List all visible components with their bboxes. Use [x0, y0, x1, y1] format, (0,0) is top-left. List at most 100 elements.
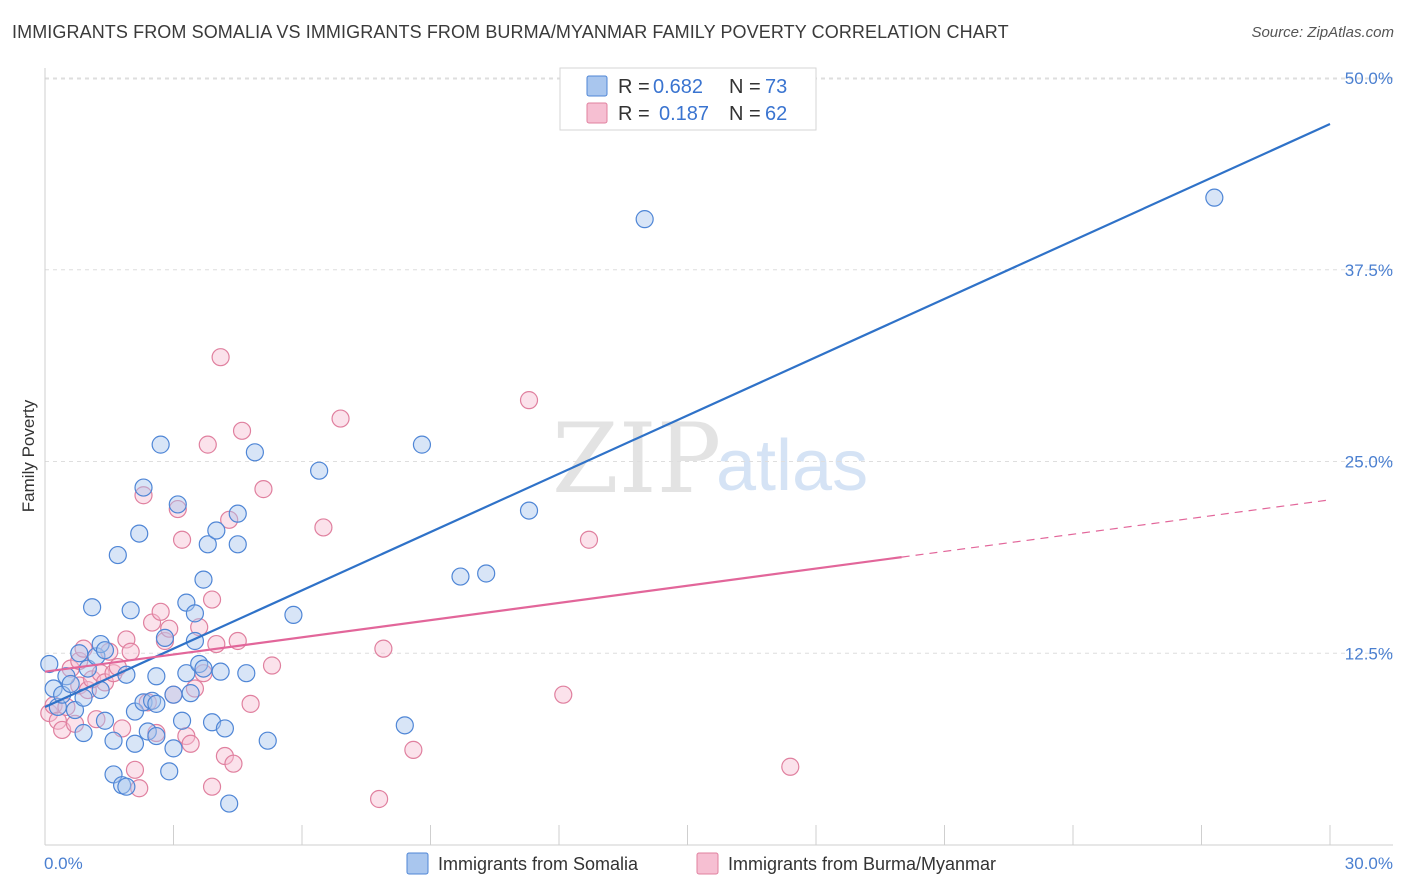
axes: [44, 68, 1393, 846]
somalia-point-31: [147, 726, 166, 746]
somalia-trend-line: [44, 123, 1331, 708]
x-tick-label-30: 30.0%: [1345, 854, 1393, 873]
legend-n-value-burma: 62: [765, 103, 787, 125]
burma-point-54: [374, 639, 393, 658]
burma-point-18: [112, 719, 132, 738]
y-tick-label-3: 50.0%: [1345, 69, 1393, 88]
legend-n-value-somalia: 73: [765, 76, 787, 98]
somalia-point-34: [151, 435, 170, 454]
y-tick-label-2: 37.5%: [1345, 261, 1393, 280]
burma-point-32: [172, 530, 192, 549]
somalia-point-0: [40, 654, 59, 674]
trend-lines: [44, 123, 1331, 708]
legend-swatch-burma: [586, 102, 608, 124]
somalia-point-11: [83, 598, 102, 617]
burma-point-51: [314, 518, 333, 537]
somalia-point-37: [164, 739, 183, 758]
somalia-point-36: [160, 762, 179, 781]
burma-point-47: [232, 421, 252, 440]
legend-n-label-burma: N =: [729, 103, 761, 125]
burma-point-56: [519, 391, 539, 410]
legend-n-label-somalia: N =: [729, 76, 761, 98]
somalia-point-48: [194, 570, 213, 589]
somalia-point-55: [228, 535, 247, 554]
burma-point-23: [134, 486, 153, 505]
somalia-point-38: [164, 685, 183, 704]
chart-title: IMMIGRANTS FROM SOMALIA VS IMMIGRANTS FR…: [12, 22, 1009, 42]
somalia-point-43: [181, 684, 200, 703]
burma-point-27: [151, 602, 170, 621]
bottom-legend-swatch-burma: [696, 852, 719, 875]
somalia-point-57: [237, 664, 256, 683]
burma-point-49: [254, 480, 273, 499]
burma-point-34: [181, 734, 200, 753]
burma-point-58: [579, 530, 599, 549]
burma-point-55: [404, 740, 423, 759]
burma-trend-line: [44, 556, 902, 673]
somalia-point-8: [74, 723, 93, 743]
somalia-point-51: [207, 521, 226, 540]
somalia-point-29: [138, 722, 157, 741]
burma-points: [40, 348, 800, 809]
bottom-legend: Immigrants from Somalia Immigrants from …: [406, 852, 996, 875]
burma-point-42: [211, 348, 230, 367]
burma-point-40: [202, 777, 222, 796]
somalia-point-21: [117, 777, 136, 796]
burma-point-53: [370, 789, 389, 809]
somalia-point-15: [95, 641, 115, 660]
legend-r-value-burma: 0.187: [659, 103, 709, 125]
somalia-point-35: [155, 628, 175, 648]
watermark-atlas: atlas: [716, 426, 868, 506]
somalia-point-47: [194, 659, 213, 678]
y-axis-title: Family Poverty: [19, 399, 38, 512]
legend-r-label-somalia: R =: [618, 76, 650, 98]
somalia-point-61: [310, 461, 329, 480]
watermark: ZIP atlas: [552, 403, 868, 515]
somalia-point-58: [245, 443, 264, 462]
burma-point-52: [331, 409, 350, 428]
somalia-point-40: [172, 711, 192, 730]
somalia-point-63: [412, 435, 432, 454]
somalia-point-62: [395, 716, 414, 735]
somalia-point-25: [125, 734, 145, 753]
somalia-points: [40, 188, 1224, 813]
legend-r-label-burma: R =: [618, 103, 650, 125]
legend-r-value-somalia: 0.682: [653, 76, 703, 98]
somalia-point-22: [117, 665, 136, 684]
burma-point-59: [781, 757, 800, 776]
burma-point-48: [241, 694, 260, 713]
somalia-point-26: [130, 524, 149, 543]
somalia-point-66: [519, 501, 539, 520]
x-tick-label-0: 0.0%: [44, 854, 83, 873]
burma-point-21: [125, 760, 145, 779]
somalia-point-53: [215, 719, 234, 738]
source-credit: Source: ZipAtlas.com: [1251, 24, 1394, 41]
burma-trend-line-extension: [901, 499, 1331, 558]
y-tick-label-1: 25.0%: [1345, 453, 1393, 472]
burma-point-57: [554, 685, 573, 704]
somalia-point-23: [121, 601, 140, 620]
burma-point-45: [224, 754, 243, 773]
somalia-point-18: [104, 731, 123, 750]
somalia-point-32: [147, 667, 166, 686]
somalia-point-7: [70, 644, 89, 663]
somalia-point-59: [258, 731, 277, 750]
somalia-point-6: [65, 700, 85, 720]
bottom-legend-label-somalia: Immigrants from Somalia: [438, 854, 639, 874]
somalia-point-60: [284, 605, 303, 625]
somalia-point-44: [185, 604, 205, 623]
burma-point-29: [160, 619, 179, 638]
burma-point-20: [121, 642, 140, 661]
somalia-point-54: [220, 794, 239, 813]
bottom-legend-swatch-somalia: [406, 852, 429, 875]
somalia-point-49: [198, 535, 217, 554]
somalia-point-56: [228, 504, 247, 523]
somalia-point-65: [477, 564, 496, 583]
somalia-point-39: [168, 495, 187, 514]
burma-point-36: [190, 618, 209, 637]
top-legend: R = 0.682 N = 73 R = 0.187 N = 62: [559, 67, 817, 131]
somalia-point-33: [147, 694, 166, 713]
burma-point-39: [202, 590, 222, 609]
grid: [45, 77, 1393, 654]
